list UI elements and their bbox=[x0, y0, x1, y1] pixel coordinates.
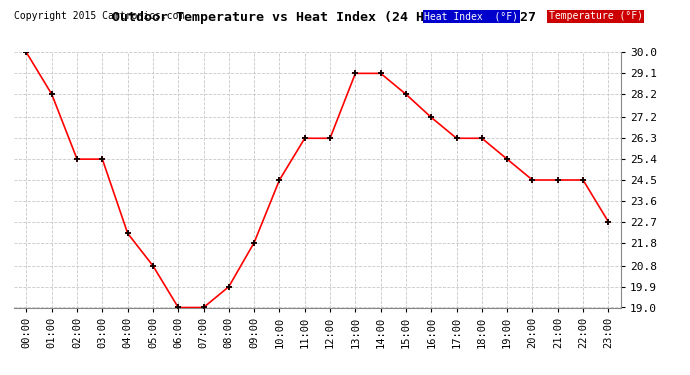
Text: Outdoor Temperature vs Heat Index (24 Hours) 20150327: Outdoor Temperature vs Heat Index (24 Ho… bbox=[112, 11, 536, 24]
Text: Temperature (°F): Temperature (°F) bbox=[549, 11, 642, 21]
Text: Heat Index  (°F): Heat Index (°F) bbox=[424, 11, 518, 21]
Text: Copyright 2015 Cartronics.com: Copyright 2015 Cartronics.com bbox=[14, 11, 184, 21]
